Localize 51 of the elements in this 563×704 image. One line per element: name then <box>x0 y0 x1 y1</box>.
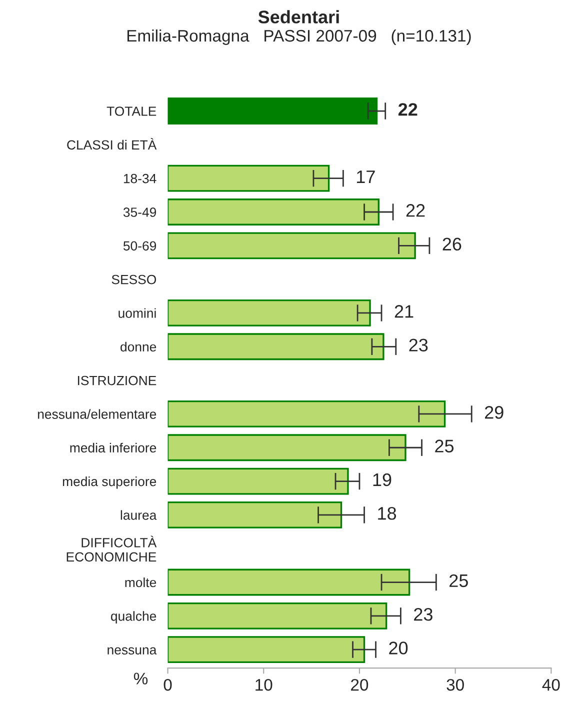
y-tick-label: TOTALE <box>106 106 156 116</box>
bar <box>168 602 388 630</box>
data-label: 23 <box>409 338 428 352</box>
y-tick-label: 35-49 <box>123 208 156 217</box>
y-tick-label: nessuna <box>108 647 157 654</box>
data-label: 25 <box>450 574 468 588</box>
bar <box>168 636 366 664</box>
data-label: 29 <box>484 406 504 419</box>
data-label: 26 <box>442 238 462 250</box>
bar <box>168 98 378 124</box>
y-tick-label: laurea <box>120 510 157 520</box>
y-tick-label: qualche <box>111 611 156 624</box>
data-label: 17 <box>357 170 375 184</box>
bar <box>168 434 406 462</box>
bar <box>168 198 380 226</box>
bar <box>168 568 410 596</box>
bar <box>168 232 416 260</box>
bar <box>168 300 371 326</box>
x-axis-title: % <box>134 672 148 684</box>
bar <box>168 164 330 192</box>
data-label: 21 <box>394 305 414 318</box>
y-tick-label: nessuna/elementare <box>38 409 156 419</box>
y-tick-label: uomini <box>118 308 156 318</box>
x-tick-label: 10 <box>256 678 272 691</box>
y-tick-label: donne <box>120 342 156 352</box>
x-tick-label: 40 <box>542 678 560 691</box>
bar <box>168 400 446 428</box>
x-tick-label: 0 <box>164 678 172 691</box>
y-tick-label: molte <box>125 577 156 588</box>
data-label: 25 <box>435 440 454 452</box>
data-label: 20 <box>389 642 408 654</box>
y-tick-label: media superiore <box>62 476 156 489</box>
x-tick-label: 30 <box>446 678 464 691</box>
y-tick-label: CLASSI di ETÀ <box>67 138 157 150</box>
x-tick-label: 20 <box>351 678 368 691</box>
data-label: 19 <box>373 473 392 486</box>
data-label: 22 <box>406 204 425 217</box>
chart-title: Sedentari <box>258 10 339 24</box>
y-tick-label: 18-34 <box>124 174 156 184</box>
y-tick-label: 50-69 <box>123 241 156 251</box>
bar <box>168 333 384 360</box>
y-tick-label: media inferiore <box>70 442 156 453</box>
y-tick-label: ISTRUZIONE <box>78 376 156 386</box>
bar <box>168 468 349 495</box>
data-label: 22 <box>398 103 418 116</box>
y-tick-label: SESSO <box>112 274 156 284</box>
data-label: 23 <box>414 608 432 621</box>
data-label: 18 <box>378 507 396 520</box>
bar <box>168 501 342 528</box>
chart-subtitle: Emilia-Romagna PASSI 2007-09 (n=10.131) <box>127 29 471 45</box>
y-tick-label: DIFFICOLTÀ ECONOMICHE <box>66 536 157 562</box>
